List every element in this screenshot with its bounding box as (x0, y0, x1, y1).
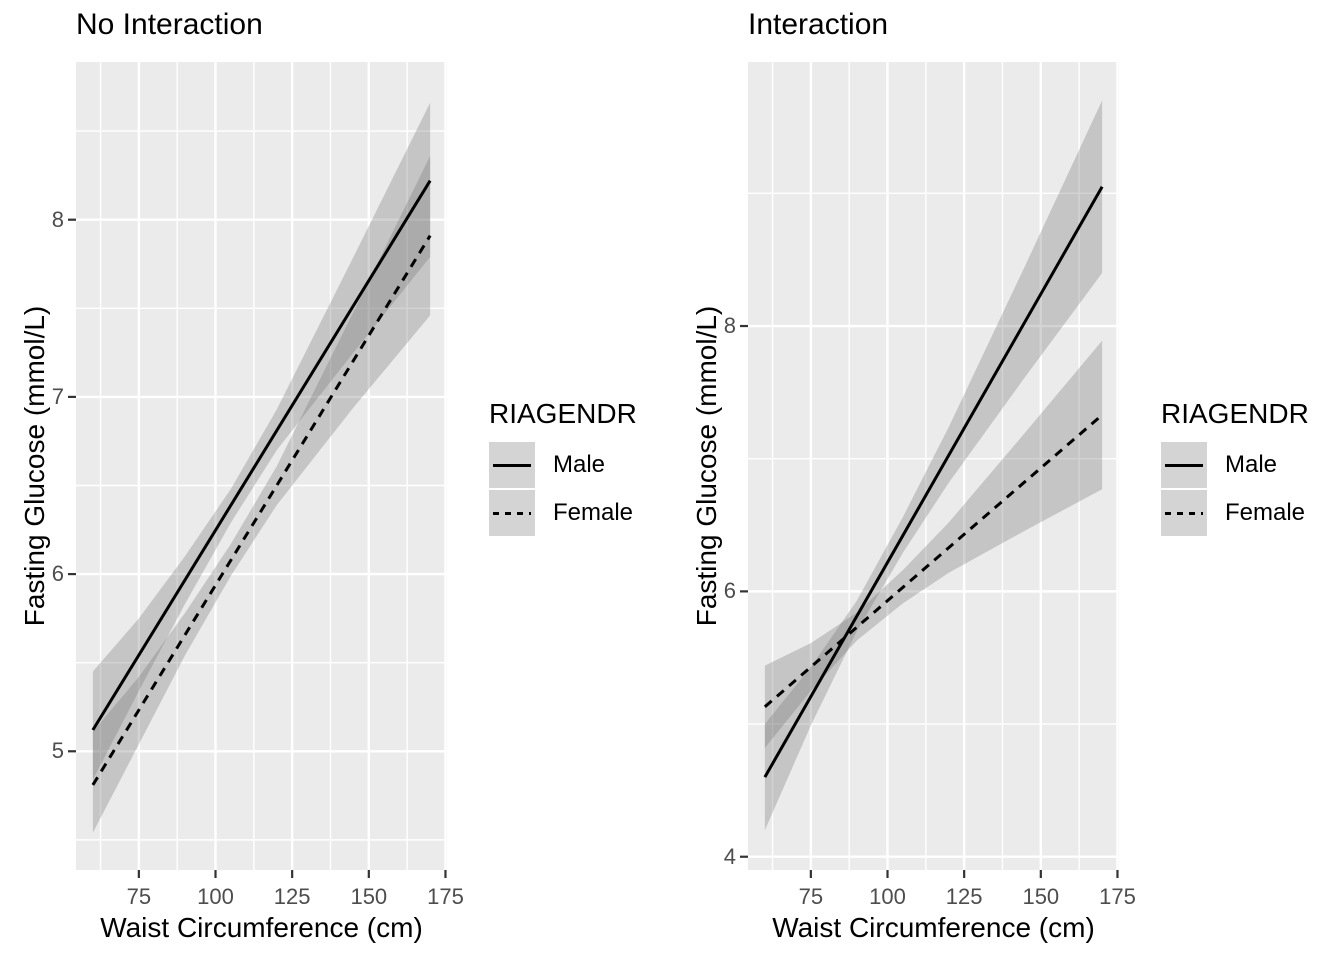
x-tick-label: 150 (1022, 884, 1060, 909)
legend-key-female (1161, 490, 1207, 536)
x-tick-label: 100 (197, 884, 234, 909)
legend-title: RIAGENDR (489, 398, 637, 429)
ci-ribbon-female (92, 155, 431, 833)
ci-ribbon-male (92, 102, 431, 780)
x-tick-label: 125 (945, 884, 983, 909)
ci-ribbon-male (764, 100, 1103, 831)
x-tick-label: 125 (273, 884, 311, 909)
legend-title: RIAGENDR (1161, 398, 1309, 429)
legend-key-female (489, 490, 535, 536)
x-axis-title: Waist Circumference (cm) (772, 912, 1095, 943)
legend-entry-female: Female (489, 490, 637, 536)
plot-title: No Interaction (76, 8, 263, 41)
chart-interaction: Interaction Fasting Glucose (mmol/L) 75 1… (672, 0, 1344, 960)
chart-no-interaction: No Interaction Fasting Glucose (mmol/L) … (19, 8, 637, 943)
plot-panel (740, 62, 1119, 878)
y-axis-title: Fasting Glucose (mmol/L) (691, 305, 722, 627)
y-axis-title: Fasting Glucose (mmol/L) (19, 305, 50, 627)
dashed-line-swatch-icon (493, 511, 531, 515)
ci-ribbon-female (764, 340, 1103, 748)
legend-key-male (489, 442, 535, 488)
y-tick-label: 4 (723, 843, 736, 869)
x-axis-title: Waist Circumference (cm) (100, 912, 423, 943)
plot-title: Interaction (748, 8, 889, 41)
x-tick-label: 75 (798, 884, 824, 909)
solid-line-swatch-icon (493, 463, 531, 467)
legend-label-male: Male (1225, 451, 1278, 478)
y-tick-label: 8 (723, 313, 736, 339)
fit-line-female (763, 413, 1104, 708)
legend: RIAGENDR Male Female (1161, 398, 1309, 538)
y-tick-label: 5 (51, 738, 64, 764)
x-tick-label: 175 (1099, 884, 1136, 909)
fit-line-male (763, 185, 1104, 778)
y-tick-label: 7 (51, 383, 64, 409)
x-tick-label: 75 (126, 884, 152, 909)
dashed-line-swatch-icon (1165, 511, 1203, 515)
legend-key-male (1161, 442, 1207, 488)
plot-panel (68, 62, 447, 878)
y-tick-label: 6 (723, 578, 736, 604)
fit-line-female (91, 234, 432, 786)
fit-line-male (91, 179, 432, 731)
y-tick-label: 8 (51, 206, 64, 232)
legend-entry-female: Female (1161, 490, 1309, 536)
x-tick-label: 100 (869, 884, 906, 909)
legend: RIAGENDR Male Female (489, 398, 637, 538)
x-tick-label: 175 (427, 884, 464, 909)
y-tick-label: 6 (51, 561, 64, 587)
legend-label-female: Female (553, 499, 634, 526)
legend-entry-male: Male (489, 442, 637, 488)
legend-label-male: Male (553, 451, 606, 478)
x-tick-label: 150 (350, 884, 388, 909)
legend-label-female: Female (1225, 499, 1306, 526)
solid-line-swatch-icon (1165, 463, 1203, 467)
legend-entry-male: Male (1161, 442, 1309, 488)
